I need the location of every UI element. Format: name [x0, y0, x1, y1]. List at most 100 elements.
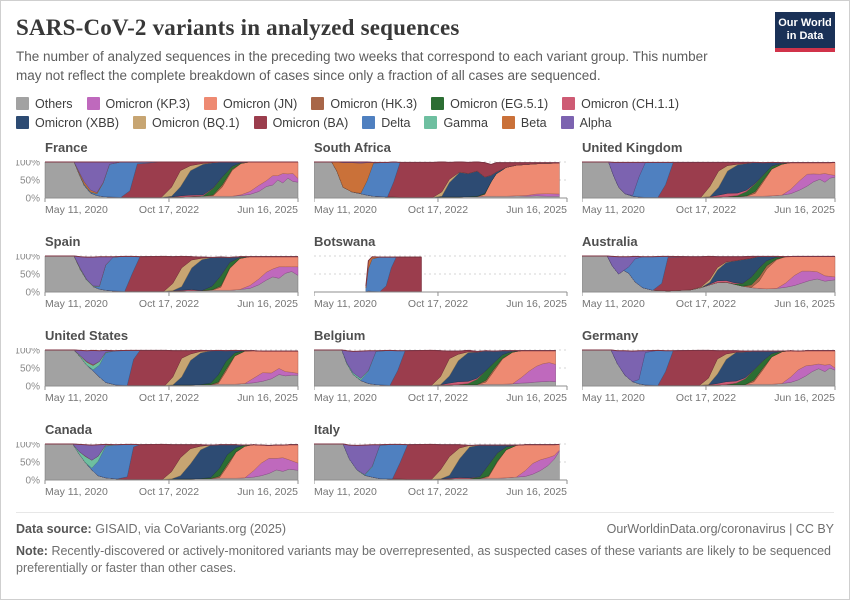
legend-item-hk[interactable]: Omicron (HK.3) — [311, 97, 417, 111]
legend-item-o[interactable]: Others — [16, 97, 73, 111]
x-axis-label: May 11, 2020 — [45, 298, 108, 310]
legend-item-k3[interactable]: Omicron (KP.3) — [86, 97, 190, 111]
legend-swatch — [204, 97, 218, 111]
x-axis-label: May 11, 2020 — [314, 392, 377, 404]
x-axis-label: May 11, 2020 — [314, 204, 377, 216]
legend-swatch — [424, 116, 438, 130]
legend-label: Omicron (HK.3) — [330, 96, 418, 111]
x-axis-label: Jun 16, 2025 — [506, 392, 567, 404]
y-axis-label: 0% — [26, 475, 41, 486]
legend-swatch — [133, 116, 147, 130]
chart-country-title: Italy — [314, 421, 341, 437]
chart-country-title: Canada — [45, 421, 92, 437]
y-axis-label: 50% — [20, 269, 40, 280]
y-axis-label: 100% — [16, 254, 40, 263]
chart-plot-area[interactable]: May 11, 2020 Oct 17, 2022 Jun 16, 2025 — [582, 348, 837, 406]
legend-item-ch[interactable]: Omicron (CH.1.1) — [562, 97, 679, 111]
chart-united-states: United States May 11, 2020 Oct 17, 2022 Jun… — [16, 327, 300, 406]
legend-item-xb[interactable]: Omicron (XBB) — [16, 116, 119, 130]
legend-item-dl[interactable]: Delta — [362, 116, 410, 130]
chart-united-kingdom: United Kingdom May 11, 2020 Oct 17, 2022 Ju… — [582, 139, 837, 218]
chart-plot-area[interactable]: May 11, 2020 Oct 17, 2022 Jun 16, 2025 100%… — [16, 254, 300, 312]
chart-belgium: Belgium May 11, 2020 Oct 17, 2022 Jun 16, 2… — [314, 327, 569, 406]
x-axis-label: Jun 16, 2025 — [774, 298, 835, 310]
x-axis-label: Oct 17, 2022 — [139, 486, 199, 498]
legend-swatch — [16, 116, 29, 130]
owid-variants-page: SARS-CoV-2 variants in analyzed sequence… — [1, 1, 849, 500]
chart-country-title: France — [45, 139, 88, 155]
legend-label: Omicron (EG.5.1) — [450, 96, 549, 111]
x-axis-label: Jun 16, 2025 — [237, 204, 298, 216]
legend: Others Omicron (KP.3) Omicron (JN) Omicron … — [16, 97, 756, 130]
legend-label: Gamma — [443, 115, 488, 130]
legend-item-ba[interactable]: Omicron (BA) — [253, 116, 348, 130]
data-source-value: GISAID, via CoVariants.org (2025) — [95, 521, 287, 536]
header: SARS-CoV-2 variants in analyzed sequence… — [16, 12, 835, 86]
chart-country-title: South Africa — [314, 139, 391, 155]
legend-label: Beta — [520, 115, 547, 130]
x-axis-label: May 11, 2020 — [314, 298, 377, 310]
chart-plot-area[interactable]: May 11, 2020 Oct 17, 2022 Jun 16, 2025 100%… — [16, 442, 300, 500]
x-axis-label: May 11, 2020 — [314, 486, 377, 498]
y-axis-label: 50% — [20, 175, 40, 186]
x-axis-label: Jun 16, 2025 — [237, 298, 298, 310]
owid-logo-line2: in Data — [786, 30, 824, 42]
legend-item-jn[interactable]: Omicron (JN) — [204, 97, 297, 111]
chart-france: France May 11, 2020 Oct 17, 2022 Jun 16, 20… — [16, 139, 300, 218]
legend-label: Omicron (JN) — [223, 96, 298, 111]
chart-country-title: United Kingdom — [582, 139, 683, 155]
legend-item-bt[interactable]: Beta — [501, 115, 547, 130]
x-axis-label: May 11, 2020 — [45, 392, 108, 404]
chart-plot-area[interactable]: May 11, 2020 Oct 17, 2022 Jun 16, 2025 — [314, 254, 569, 312]
owid-logo[interactable]: Our World in Data — [775, 12, 835, 52]
x-axis-label: May 11, 2020 — [582, 204, 645, 216]
legend-swatch — [16, 97, 29, 111]
chart-country-title: Botswana — [314, 233, 376, 249]
chart-germany: Germany May 11, 2020 Oct 17, 2022 Jun 16, 2… — [582, 328, 837, 406]
chart-plot-area[interactable]: May 11, 2020 Oct 17, 2022 Jun 16, 2025 — [314, 442, 569, 500]
chart-canada: Canada May 11, 2020 Oct 17, 2022 Jun 16, 20… — [16, 421, 300, 500]
legend-label: Delta — [381, 115, 411, 130]
legend-swatch — [560, 116, 574, 130]
x-axis-label: Oct 17, 2022 — [408, 486, 468, 498]
legend-item-eg[interactable]: Omicron (EG.5.1) — [431, 97, 548, 111]
legend-item-gm[interactable]: Gamma — [424, 115, 488, 130]
legend-label: Omicron (XBB) — [35, 115, 120, 130]
legend-label: Omicron (CH.1.1) — [581, 96, 680, 111]
legend-swatch — [86, 97, 100, 111]
chart-italy: Italy May 11, 2020 Oct 17, 2022 Jun 16, 202… — [314, 421, 569, 500]
chart-subtitle: The number of analyzed sequences in the … — [16, 49, 708, 84]
chart-plot-area[interactable]: May 11, 2020 Oct 17, 2022 Jun 16, 2025 — [582, 160, 837, 218]
legend-swatch — [362, 116, 376, 130]
x-axis-label: Oct 17, 2022 — [408, 298, 468, 310]
y-axis-label: 50% — [20, 363, 40, 374]
chart-country-title: Belgium — [314, 327, 366, 343]
data-source: Data source: GISAID, via CoVariants.org … — [16, 522, 286, 536]
x-axis-label: May 11, 2020 — [45, 204, 108, 216]
legend-label: Others — [35, 96, 73, 111]
chart-country-title: Spain — [45, 233, 81, 249]
chart-country-title: United States — [45, 327, 129, 343]
chart-south-africa: South Africa May 11, 2020 Oct 17, 2022 Jun … — [314, 139, 569, 218]
chart-plot-area[interactable]: May 11, 2020 Oct 17, 2022 Jun 16, 2025 — [582, 254, 837, 312]
x-axis-label: Oct 17, 2022 — [676, 392, 736, 404]
footer-link[interactable]: OurWorldinData.org/coronavirus | CC BY — [606, 521, 834, 536]
footer-note-value: Recently-discovered or actively-monitore… — [16, 543, 832, 575]
x-axis-label: Jun 16, 2025 — [774, 392, 835, 404]
x-axis-label: May 11, 2020 — [45, 486, 108, 498]
footer-note: Note: Recently-discovered or actively-mo… — [16, 543, 834, 577]
x-axis-label: Oct 17, 2022 — [139, 204, 199, 216]
chart-plot-area[interactable]: May 11, 2020 Oct 17, 2022 Jun 16, 2025 — [314, 160, 569, 218]
x-axis-label: May 11, 2020 — [582, 298, 645, 310]
legend-label: Omicron (BQ.1) — [152, 115, 240, 130]
chart-spain: Spain May 11, 2020 Oct 17, 2022 Jun 16, 202… — [16, 233, 300, 312]
legend-label: Alpha — [579, 115, 612, 130]
chart-plot-area[interactable]: May 11, 2020 Oct 17, 2022 Jun 16, 2025 — [314, 348, 569, 406]
legend-swatch — [253, 116, 267, 130]
legend-item-al[interactable]: Alpha — [560, 115, 612, 130]
legend-item-bq[interactable]: Omicron (BQ.1) — [133, 116, 240, 130]
data-source-label: Data source: — [16, 521, 92, 536]
y-axis-label: 100% — [16, 160, 40, 169]
chart-plot-area[interactable]: May 11, 2020 Oct 17, 2022 Jun 16, 2025 100%… — [16, 160, 300, 218]
chart-plot-area[interactable]: May 11, 2020 Oct 17, 2022 Jun 16, 2025 100%… — [16, 348, 300, 406]
